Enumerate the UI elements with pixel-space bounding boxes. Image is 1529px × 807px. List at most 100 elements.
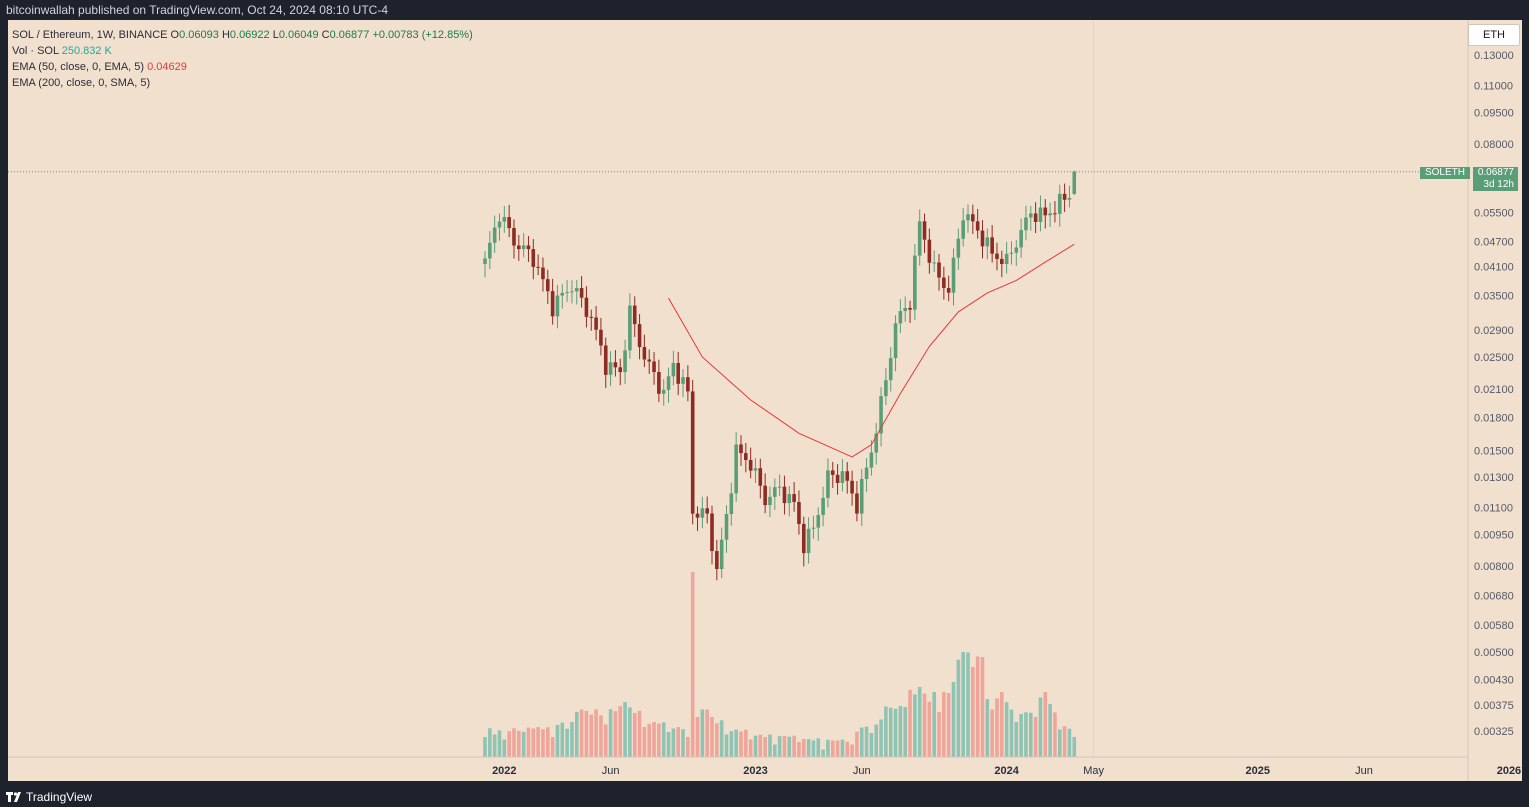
volume-bar [1072, 737, 1077, 757]
volume-bar [1024, 712, 1028, 757]
candle-body [869, 452, 874, 468]
candle-body [618, 367, 623, 373]
volume-label: Vol · SOL [12, 45, 59, 57]
volume-bar [724, 734, 729, 757]
candle-body [821, 497, 825, 516]
price-tick-label: 0.00375 [1474, 700, 1514, 712]
candle-body [777, 486, 782, 488]
time-axis[interactable]: 2022Jun2023Jun2024May2025Jun2026Jun [8, 756, 1522, 777]
candle-body [951, 257, 956, 293]
currency-button[interactable]: ETH [1468, 24, 1520, 46]
candle-body [666, 376, 671, 390]
volume-bar [777, 736, 782, 757]
volume-bar [879, 719, 883, 757]
volume-bar [734, 729, 738, 757]
candle-body [710, 513, 714, 552]
volume-bar [483, 737, 487, 757]
candle-body [797, 501, 801, 524]
volume-row: Vol · SOL 250.832 K [12, 43, 473, 59]
candlestick-chart[interactable]: 0.13000 0.11000 0.09500 0.08000 0.05500 0.047… [8, 20, 1522, 781]
price-tick-label: 0.08000 [1474, 139, 1514, 151]
volume-bar [884, 706, 888, 757]
candle-body [492, 227, 497, 243]
volume-bar [1014, 722, 1019, 757]
published-info: bitcoinwallah published on TradingView.c… [6, 3, 389, 17]
volume-bar [913, 694, 917, 757]
price-tick-label: 0.01800 [1474, 412, 1514, 424]
volume-bar [874, 724, 879, 757]
volume-bar [922, 693, 927, 757]
price-tick-label: 0.01300 [1474, 472, 1514, 484]
candles [483, 170, 1077, 581]
volume-bar [492, 734, 497, 757]
candle-body [642, 347, 647, 360]
candle-body [719, 539, 724, 570]
volume-bar [763, 736, 767, 757]
bar-countdown: 3d 12h [1483, 179, 1514, 190]
candle-body [845, 471, 850, 481]
price-tick-label: 0.00500 [1474, 647, 1514, 659]
candle-body [603, 345, 608, 375]
volume-bar [990, 709, 994, 757]
candle-body [517, 245, 521, 250]
footer-bar: TradingView [0, 787, 1529, 807]
symbol-row: SOL / Ethereum, 1W, BINANCE O0.06093 H0.… [12, 27, 473, 43]
candle-body [811, 527, 816, 529]
candle-body [681, 377, 685, 384]
volume-value: 250.832 K [61, 45, 112, 57]
volume-bar [753, 735, 758, 757]
candle-body [1014, 247, 1019, 253]
candle-body [671, 363, 676, 377]
volume-bar [632, 713, 637, 757]
volume-bar [748, 739, 753, 757]
candle-body [545, 279, 550, 292]
candle-body [917, 221, 922, 256]
candle-body [579, 288, 584, 298]
candle-body [971, 214, 975, 222]
volume-bar [700, 709, 705, 757]
volume-bar [995, 698, 999, 757]
last-price-value: 0.06877 [1477, 167, 1514, 178]
candle-body [1038, 207, 1043, 222]
price-tick-label: 0.02500 [1474, 352, 1514, 364]
candle-body [1062, 193, 1067, 200]
candle-body [922, 221, 927, 240]
price-tick-label: 0.00680 [1474, 591, 1514, 603]
volume-bar [1028, 712, 1033, 757]
candle-body [908, 307, 912, 310]
candle-body [893, 323, 898, 359]
candle-body [903, 307, 908, 312]
volume-bar [797, 742, 801, 757]
chart-area[interactable]: 0.13000 0.11000 0.09500 0.08000 0.05500 0.047… [8, 20, 1522, 781]
volume-bar [507, 731, 511, 757]
candle-body [966, 214, 970, 221]
candle-body [550, 291, 555, 317]
volume-bar [594, 709, 598, 757]
candle-body [768, 496, 772, 506]
time-tick-label: 2025 [1246, 765, 1270, 777]
volume-bar [565, 728, 569, 757]
volume-bar [584, 710, 589, 757]
candle-body [695, 513, 700, 518]
volume-bar [603, 724, 608, 757]
volume-bar [903, 707, 908, 757]
candle-body [555, 295, 560, 317]
volume-bar [864, 726, 869, 757]
time-tick-label: 2024 [994, 765, 1019, 777]
volume-bar [835, 740, 840, 757]
candle-body [483, 258, 487, 265]
candle-body [613, 362, 618, 368]
volume-bar [782, 735, 787, 757]
candle-body [961, 220, 965, 239]
candle-body [864, 467, 869, 480]
candle-body [946, 287, 951, 293]
time-tick-label: 2023 [743, 765, 767, 777]
price-axis[interactable]: 0.13000 0.11000 0.09500 0.08000 0.05500 0.047… [1467, 20, 1522, 781]
candle-body [637, 324, 642, 348]
volume-bar [497, 730, 502, 757]
candle-body [599, 329, 603, 346]
volume-bar [893, 708, 898, 757]
price-tick-label: 0.03500 [1474, 290, 1514, 302]
candle-body [739, 444, 743, 454]
candle-body [758, 468, 763, 486]
